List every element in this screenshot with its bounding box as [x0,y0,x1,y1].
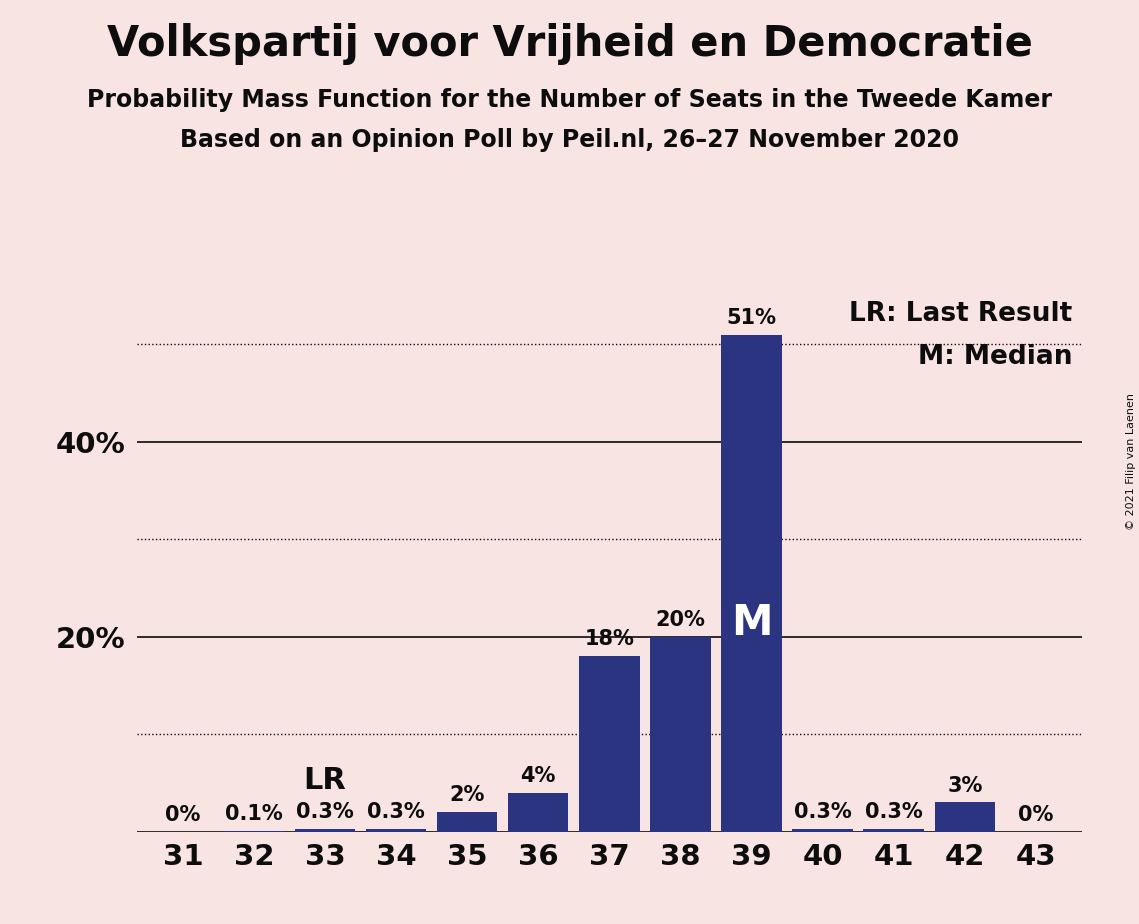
Text: Based on an Opinion Poll by Peil.nl, 26–27 November 2020: Based on an Opinion Poll by Peil.nl, 26–… [180,128,959,152]
Bar [863,829,924,832]
Text: 3%: 3% [948,775,983,796]
Text: M: Median: M: Median [918,344,1073,370]
Bar [223,831,284,832]
Text: 0.1%: 0.1% [226,804,282,824]
Bar [508,793,568,832]
Text: Volkspartij voor Vrijheid en Democratie: Volkspartij voor Vrijheid en Democratie [107,23,1032,65]
Text: 0.3%: 0.3% [367,802,425,821]
Bar [650,637,711,832]
Text: © 2021 Filip van Laenen: © 2021 Filip van Laenen [1126,394,1136,530]
Text: 0.3%: 0.3% [296,802,354,821]
Bar [793,829,853,832]
Bar [579,656,640,832]
Bar [295,829,355,832]
Text: LR: LR [304,766,346,795]
Text: 2%: 2% [450,785,485,806]
Text: 0.3%: 0.3% [865,802,923,821]
Text: Probability Mass Function for the Number of Seats in the Tweede Kamer: Probability Mass Function for the Number… [87,88,1052,112]
Text: 0%: 0% [165,805,200,825]
Text: 0.3%: 0.3% [794,802,852,821]
Text: M: M [731,602,772,644]
Text: LR: Last Result: LR: Last Result [850,301,1073,327]
Bar [366,829,426,832]
Bar [437,812,498,832]
Text: 0%: 0% [1018,805,1054,825]
Text: 20%: 20% [656,610,705,630]
Bar [721,334,781,832]
Text: 18%: 18% [584,629,634,650]
Bar [935,802,995,832]
Text: 51%: 51% [727,308,777,328]
Text: 4%: 4% [521,766,556,785]
